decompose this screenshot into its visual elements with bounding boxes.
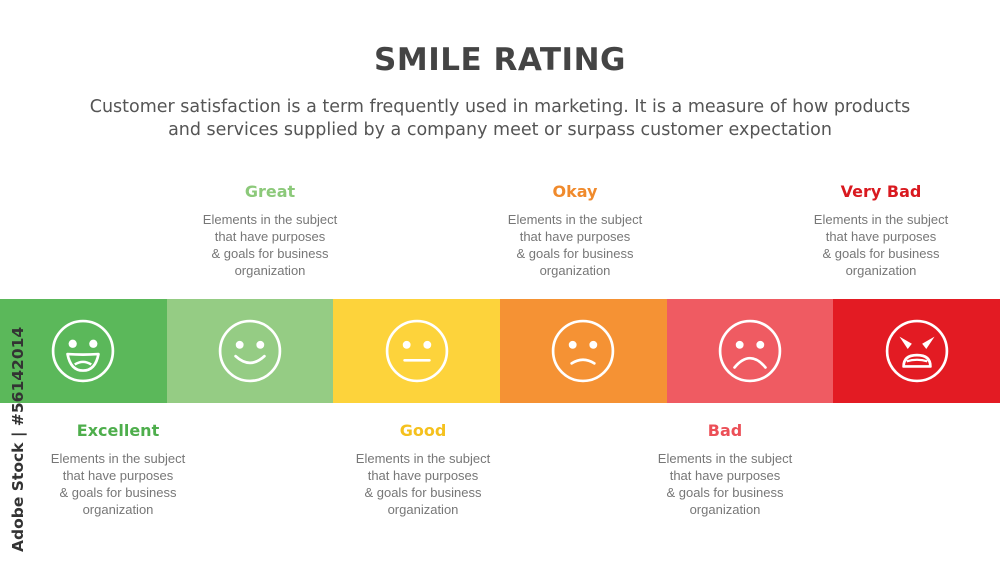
rating-label-very-bad: Very Bad Elements in the subject that ha… [801,182,961,279]
rating-name: Okay [552,182,598,201]
rating-segment-excellent [0,299,167,403]
rating-segment-very-bad [833,299,1000,403]
rating-label-good: Good Elements in the subject that have p… [343,421,503,518]
rating-name: Bad [707,421,743,440]
smiling-face-icon [218,319,282,383]
description-line: & goals for business [59,485,177,500]
description-line: & goals for business [666,485,784,500]
angry-face-icon [885,319,948,383]
description-line: that have purposes [669,468,781,483]
frowning-face-icon [718,319,782,383]
description-line: organization [689,502,761,517]
rating-name: Excellent [76,421,160,440]
slightly-frowning-face-icon [552,319,615,383]
rating-label-okay: Okay Elements in the subject that have p… [495,182,655,279]
description-line: organization [387,502,459,517]
rating-name: Good [399,421,447,440]
rating-name: Very Bad [840,182,922,201]
description-line: & goals for business [211,246,329,261]
rating-segment-good [333,299,501,403]
description-line: organization [234,263,306,278]
rating-description: Elements in the subject that have purpos… [645,450,805,518]
description-line: that have purposes [62,468,174,483]
rating-name: Great [244,182,296,201]
rating-description: Elements in the subject that have purpos… [343,450,503,518]
description-line: organization [845,263,917,278]
rating-label-excellent: Excellent Elements in the subject that h… [38,421,198,518]
description-line: that have purposes [214,229,326,244]
rating-label-great: Great Elements in the subject that have … [190,182,350,279]
description-line: organization [539,263,611,278]
description-line: that have purposes [367,468,479,483]
neutral-face-icon [385,319,448,383]
rating-description: Elements in the subject that have purpos… [801,211,961,279]
description-line: Elements in the subject [657,451,793,466]
rating-label-bad: Bad Elements in the subject that have pu… [645,421,805,518]
description-line: & goals for business [364,485,482,500]
description-line: & goals for business [822,246,940,261]
subtitle-line: and services supplied by a company meet … [168,120,832,140]
description-line: that have purposes [519,229,631,244]
page-title: SMILE RATING [374,42,626,78]
subtitle-line: Customer satisfaction is a term frequent… [89,97,911,117]
rating-description: Elements in the subject that have purpos… [495,211,655,279]
rating-segment-bad [666,299,834,403]
rating-scale-band [0,299,1000,403]
description-line: & goals for business [516,246,634,261]
watermark-text: Adobe Stock | #561420146 [9,326,28,552]
rating-segment-okay [500,299,667,403]
laughing-face-icon [52,319,115,383]
description-line: Elements in the subject [50,451,186,466]
stock-watermark: Adobe Stock | #561420146 [6,326,30,552]
description-line: Elements in the subject [355,451,491,466]
watermark-graphic: Adobe Stock | #561420146 [9,326,28,552]
description-line: that have purposes [825,229,937,244]
rating-description: Elements in the subject that have purpos… [38,450,198,518]
description-line: Elements in the subject [507,212,643,227]
description-line: Elements in the subject [813,212,949,227]
description-line: Elements in the subject [202,212,338,227]
rating-segment-great [166,299,334,403]
rating-description: Elements in the subject that have purpos… [190,211,350,279]
description-line: organization [82,502,154,517]
page-subtitle: Customer satisfaction is a term frequent… [50,96,950,142]
